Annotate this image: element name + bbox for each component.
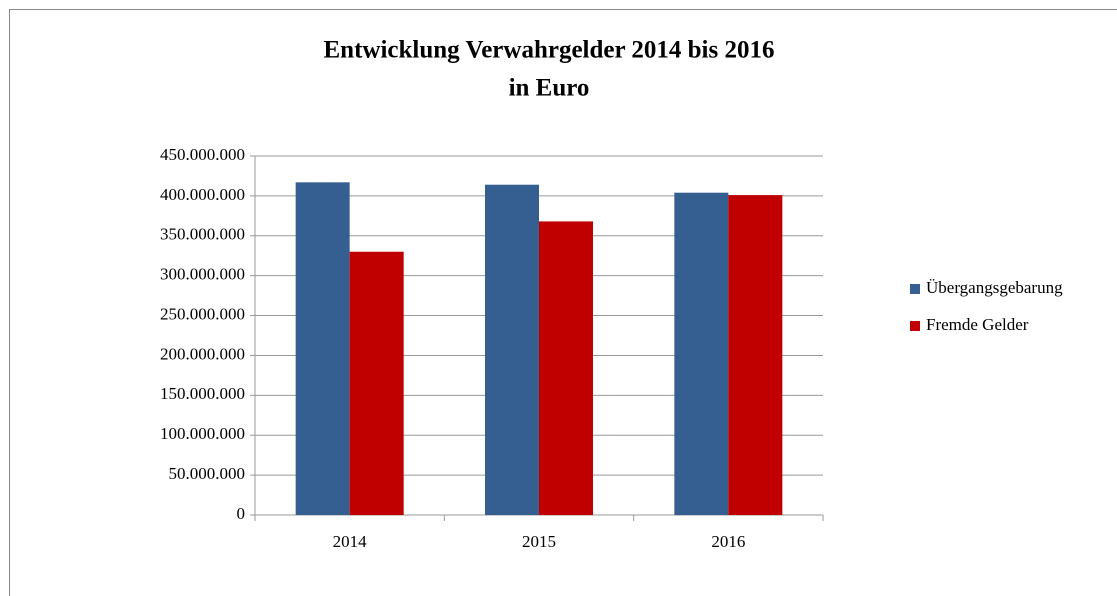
- x-tick-label: 2014: [333, 532, 368, 551]
- legend-label: Fremde Gelder: [926, 315, 1029, 334]
- bar: [295, 182, 350, 515]
- y-tick-label: 250.000.000: [160, 304, 245, 323]
- bar: [349, 251, 404, 515]
- legend-label: Übergangsgebarung: [926, 278, 1063, 297]
- bar: [485, 184, 539, 515]
- y-tick-label: 100.000.000: [160, 424, 245, 443]
- y-tick-label: 450.000.000: [160, 145, 245, 164]
- frame: [9, 9, 1117, 596]
- y-tick-label: 0: [237, 504, 246, 523]
- legend-swatch: [910, 321, 920, 331]
- y-tick-label: 400.000.000: [160, 185, 245, 204]
- bar: [728, 195, 783, 515]
- y-tick-label: 50.000.000: [169, 464, 246, 483]
- x-tick-label: 2015: [522, 532, 556, 551]
- y-tick-label: 150.000.000: [160, 384, 245, 403]
- x-tick-label: 2016: [711, 532, 745, 551]
- y-tick-label: 350.000.000: [160, 225, 245, 244]
- bar: [674, 192, 729, 515]
- chart-title: Entwicklung Verwahrgelder 2014 bis 2016: [324, 37, 775, 64]
- y-tick-label: 300.000.000: [160, 265, 245, 284]
- chart-title: in Euro: [509, 75, 590, 102]
- y-tick-label: 200.000.000: [160, 344, 245, 363]
- bar: [539, 221, 593, 515]
- legend-swatch: [910, 284, 920, 294]
